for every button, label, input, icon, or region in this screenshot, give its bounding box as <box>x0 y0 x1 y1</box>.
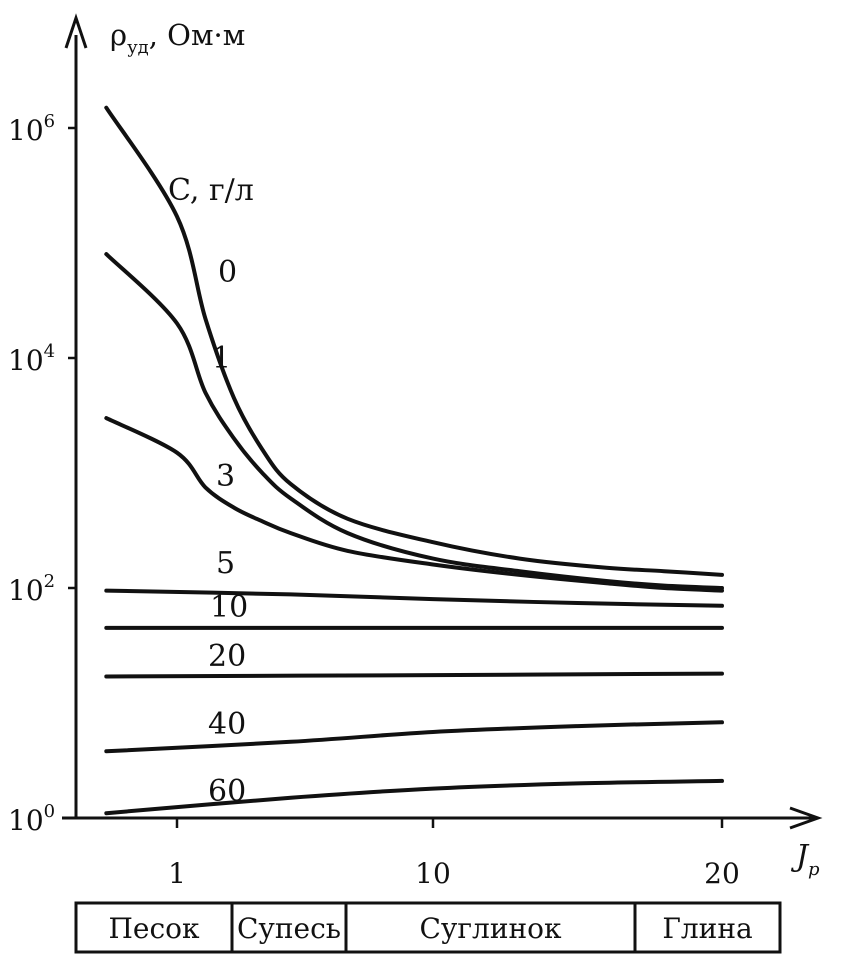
soil-table-border <box>74 901 782 954</box>
series-label-c-20: 20 <box>208 639 246 674</box>
series-line-c-40 <box>104 720 724 754</box>
series-label-c-40: 40 <box>208 707 246 742</box>
series-line-c-1 <box>104 252 724 590</box>
soil-cell-2: Супесь <box>237 912 341 945</box>
series-line-c-20 <box>104 671 724 679</box>
x-tick-label: 20 <box>704 857 740 890</box>
y-tick-label: 104 <box>8 341 55 377</box>
y-axis-arrow <box>64 13 88 49</box>
x-axis-arrow <box>789 806 823 830</box>
series-label-c-3: 3 <box>216 459 235 494</box>
x-tick-label: 1 <box>168 857 186 890</box>
y-tick-label: 106 <box>8 111 55 147</box>
series-line-c-60 <box>104 778 724 816</box>
series-label-c-60: 60 <box>208 774 246 809</box>
series-line-c-5 <box>104 588 724 608</box>
x-tick-label: 10 <box>415 857 451 890</box>
soil-cell-4: Глина <box>662 912 752 945</box>
series-line-c-3 <box>104 416 724 593</box>
y-axis-title: ρуд, Ом·м <box>110 18 245 58</box>
series-label-c-10: 10 <box>210 590 248 625</box>
series-label-c-0: 0 <box>218 255 237 290</box>
series-lines <box>104 105 724 816</box>
series-line-c-0 <box>104 105 724 577</box>
x-axis-title: Jp <box>790 839 820 880</box>
y-tick-label: 102 <box>8 571 55 607</box>
y-ticks: 100 102 104 106 <box>8 111 76 837</box>
series-labels: 0 1 3 5 10 20 40 60 <box>208 255 248 809</box>
x-axis <box>62 806 823 830</box>
soil-cell-3: Суглинок <box>419 912 562 945</box>
legend-title: C, г/л <box>168 173 254 208</box>
y-axis <box>64 13 88 818</box>
y-tick-label: 100 <box>8 801 55 837</box>
x-ticks: 1 10 20 <box>168 818 740 890</box>
series-label-c-5: 5 <box>216 546 235 581</box>
soil-cell-1: Песок <box>108 912 200 945</box>
series-label-c-1: 1 <box>212 341 231 376</box>
soil-type-table: Песок Супесь Суглинок Глина <box>74 901 782 954</box>
